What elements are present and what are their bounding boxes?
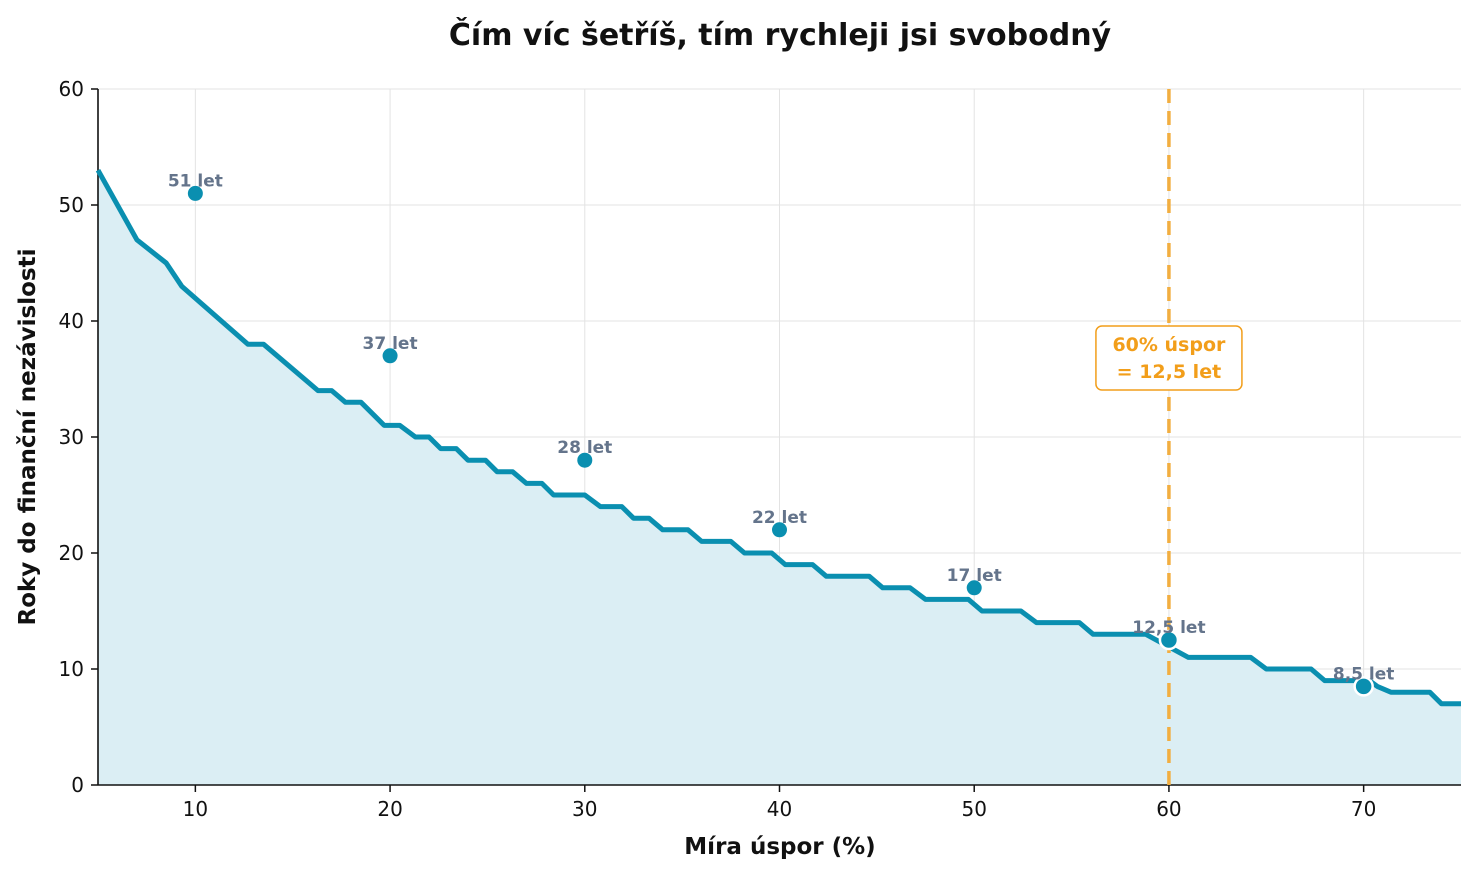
annotation-box [1095, 325, 1243, 391]
data-point [187, 185, 203, 201]
data-point-label: 8,5 let [1333, 664, 1395, 684]
data-point [577, 452, 593, 468]
y-axis-ticks: 0 10 20 30 40 50 60 [59, 77, 98, 797]
data-point-label: 22 let [752, 508, 807, 528]
x-axis-ticks: 10 20 30 40 50 60 70 [183, 785, 1376, 821]
chart-title: Čím víc šetříš, tím rychleji jsi svobodn… [449, 16, 1112, 53]
x-tick-label: 50 [961, 797, 986, 821]
x-tick-label: 40 [767, 797, 792, 821]
y-tick-label: 0 [71, 773, 84, 797]
y-tick-label: 50 [59, 193, 84, 217]
data-point [1353, 676, 1374, 697]
annotation-line-2: = 12,5 let [1117, 361, 1222, 383]
data-point-label: 17 let [947, 566, 1002, 586]
x-tick-label: 70 [1351, 797, 1376, 821]
annotation-line-1: 60% úspor [1112, 334, 1226, 356]
y-tick-label: 60 [59, 77, 84, 101]
data-point-label: 28 let [557, 438, 612, 458]
data-point-label: 37 let [363, 334, 418, 354]
data-point-label: 12,5 let [1132, 618, 1205, 638]
area-fill [98, 170, 1461, 785]
x-tick-label: 30 [572, 797, 597, 821]
x-axis-label: Míra úspor (%) [684, 834, 875, 860]
y-tick-label: 40 [59, 309, 84, 333]
data-point [966, 580, 982, 596]
x-tick-label: 60 [1156, 797, 1181, 821]
y-tick-label: 10 [59, 657, 84, 681]
y-axis-label: Roky do finanční nezávislosti [15, 249, 41, 626]
y-tick-label: 30 [59, 425, 84, 449]
data-point [772, 522, 787, 538]
data-point-label: 51 let [168, 171, 223, 191]
series-line [95, 168, 1461, 707]
x-tick-label: 20 [377, 797, 402, 821]
threshold-annotation: 60% úspor = 12,5 let [1095, 325, 1243, 391]
data-point [1158, 629, 1180, 651]
y-tick-label: 20 [59, 541, 84, 565]
x-tick-label: 10 [183, 797, 208, 821]
data-point [382, 348, 398, 364]
data-points: 51 let 37 let 28 let 22 let 17 let 12,5 let 8,… [168, 171, 1395, 697]
